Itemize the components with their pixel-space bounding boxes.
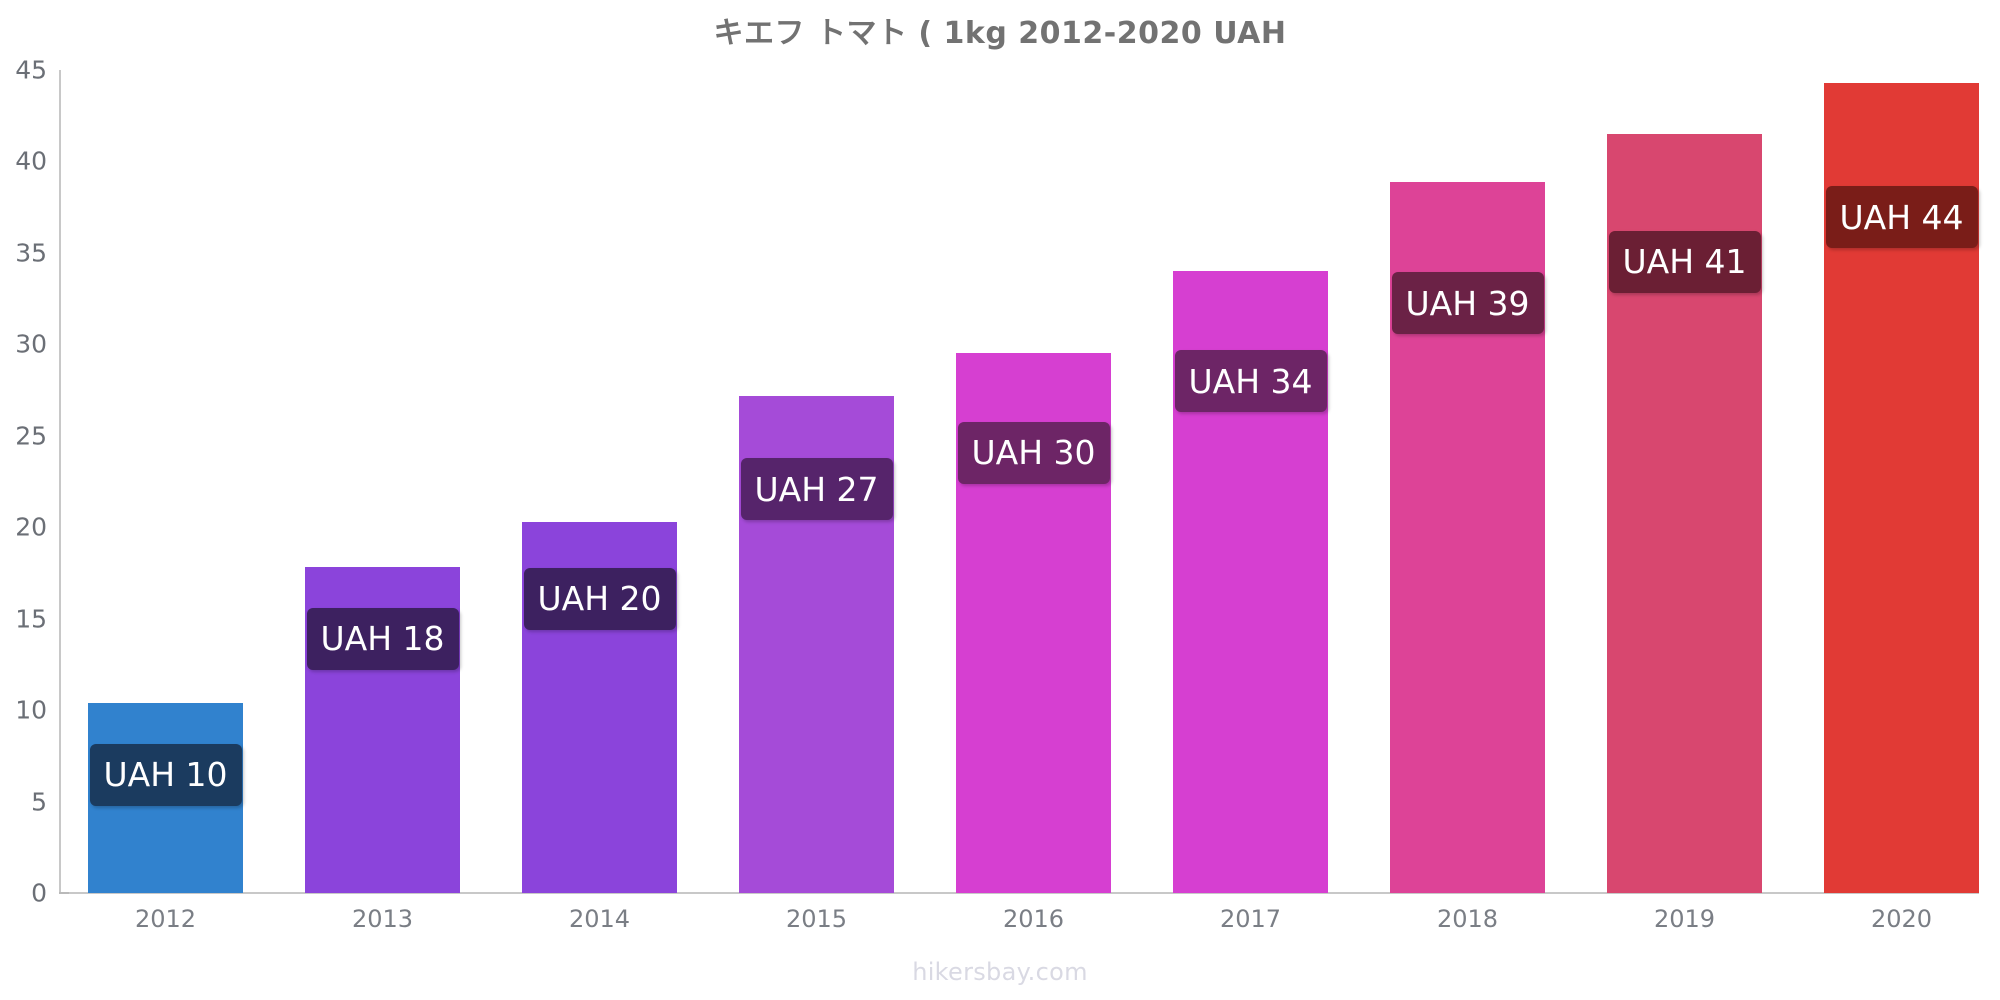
x-axis-tick-label: 2016 — [1002, 905, 1065, 933]
y-axis-tick-label: 35 — [15, 238, 47, 268]
bar-value-label: UAH 34 — [1174, 350, 1327, 412]
x-axis-tick-label: 2018 — [1436, 905, 1499, 933]
bar-value-label: UAH 18 — [306, 607, 459, 670]
bar-value-label: UAH 41 — [1608, 230, 1761, 293]
y-axis-tick-label: 40 — [15, 146, 47, 176]
x-axis-tick-label: 2013 — [351, 905, 414, 933]
y-axis-tick-label: 20 — [15, 512, 47, 542]
y-axis-tick-label: 0 — [31, 878, 47, 908]
watermark: hikersbay.com — [912, 958, 1088, 986]
bar-value-label: UAH 10 — [89, 743, 242, 806]
bar-value-label: UAH 27 — [740, 458, 893, 521]
x-axis-tick-label: 2014 — [568, 905, 631, 933]
x-axis-tick-label: 2020 — [1870, 905, 1933, 933]
y-axis-tick-label: 10 — [15, 695, 47, 725]
y-axis-tick-label: 15 — [15, 604, 47, 634]
y-axis-tick-label: 5 — [31, 787, 47, 817]
bar-value-label: UAH 39 — [1391, 272, 1544, 335]
chart-title: キエフ トマト ( 1kg 2012-2020 UAH — [713, 16, 1287, 51]
bar-value-label: UAH 30 — [957, 421, 1110, 484]
bar-value-label: UAH 44 — [1825, 186, 1978, 249]
x-axis-tick-label: 2017 — [1219, 905, 1282, 933]
bar-value-label: UAH 20 — [523, 567, 676, 630]
x-axis-line — [59, 892, 1979, 894]
x-axis-tick-label: 2012 — [134, 905, 197, 933]
y-axis-tick-label: 45 — [15, 55, 47, 85]
x-axis-tick-label: 2015 — [785, 905, 848, 933]
y-axis-tick-label: 30 — [15, 329, 47, 359]
y-axis-tick-label: 25 — [15, 421, 47, 451]
y-axis-tick-mark — [59, 892, 69, 894]
x-axis-tick-label: 2019 — [1653, 905, 1716, 933]
y-axis-line — [59, 70, 61, 894]
